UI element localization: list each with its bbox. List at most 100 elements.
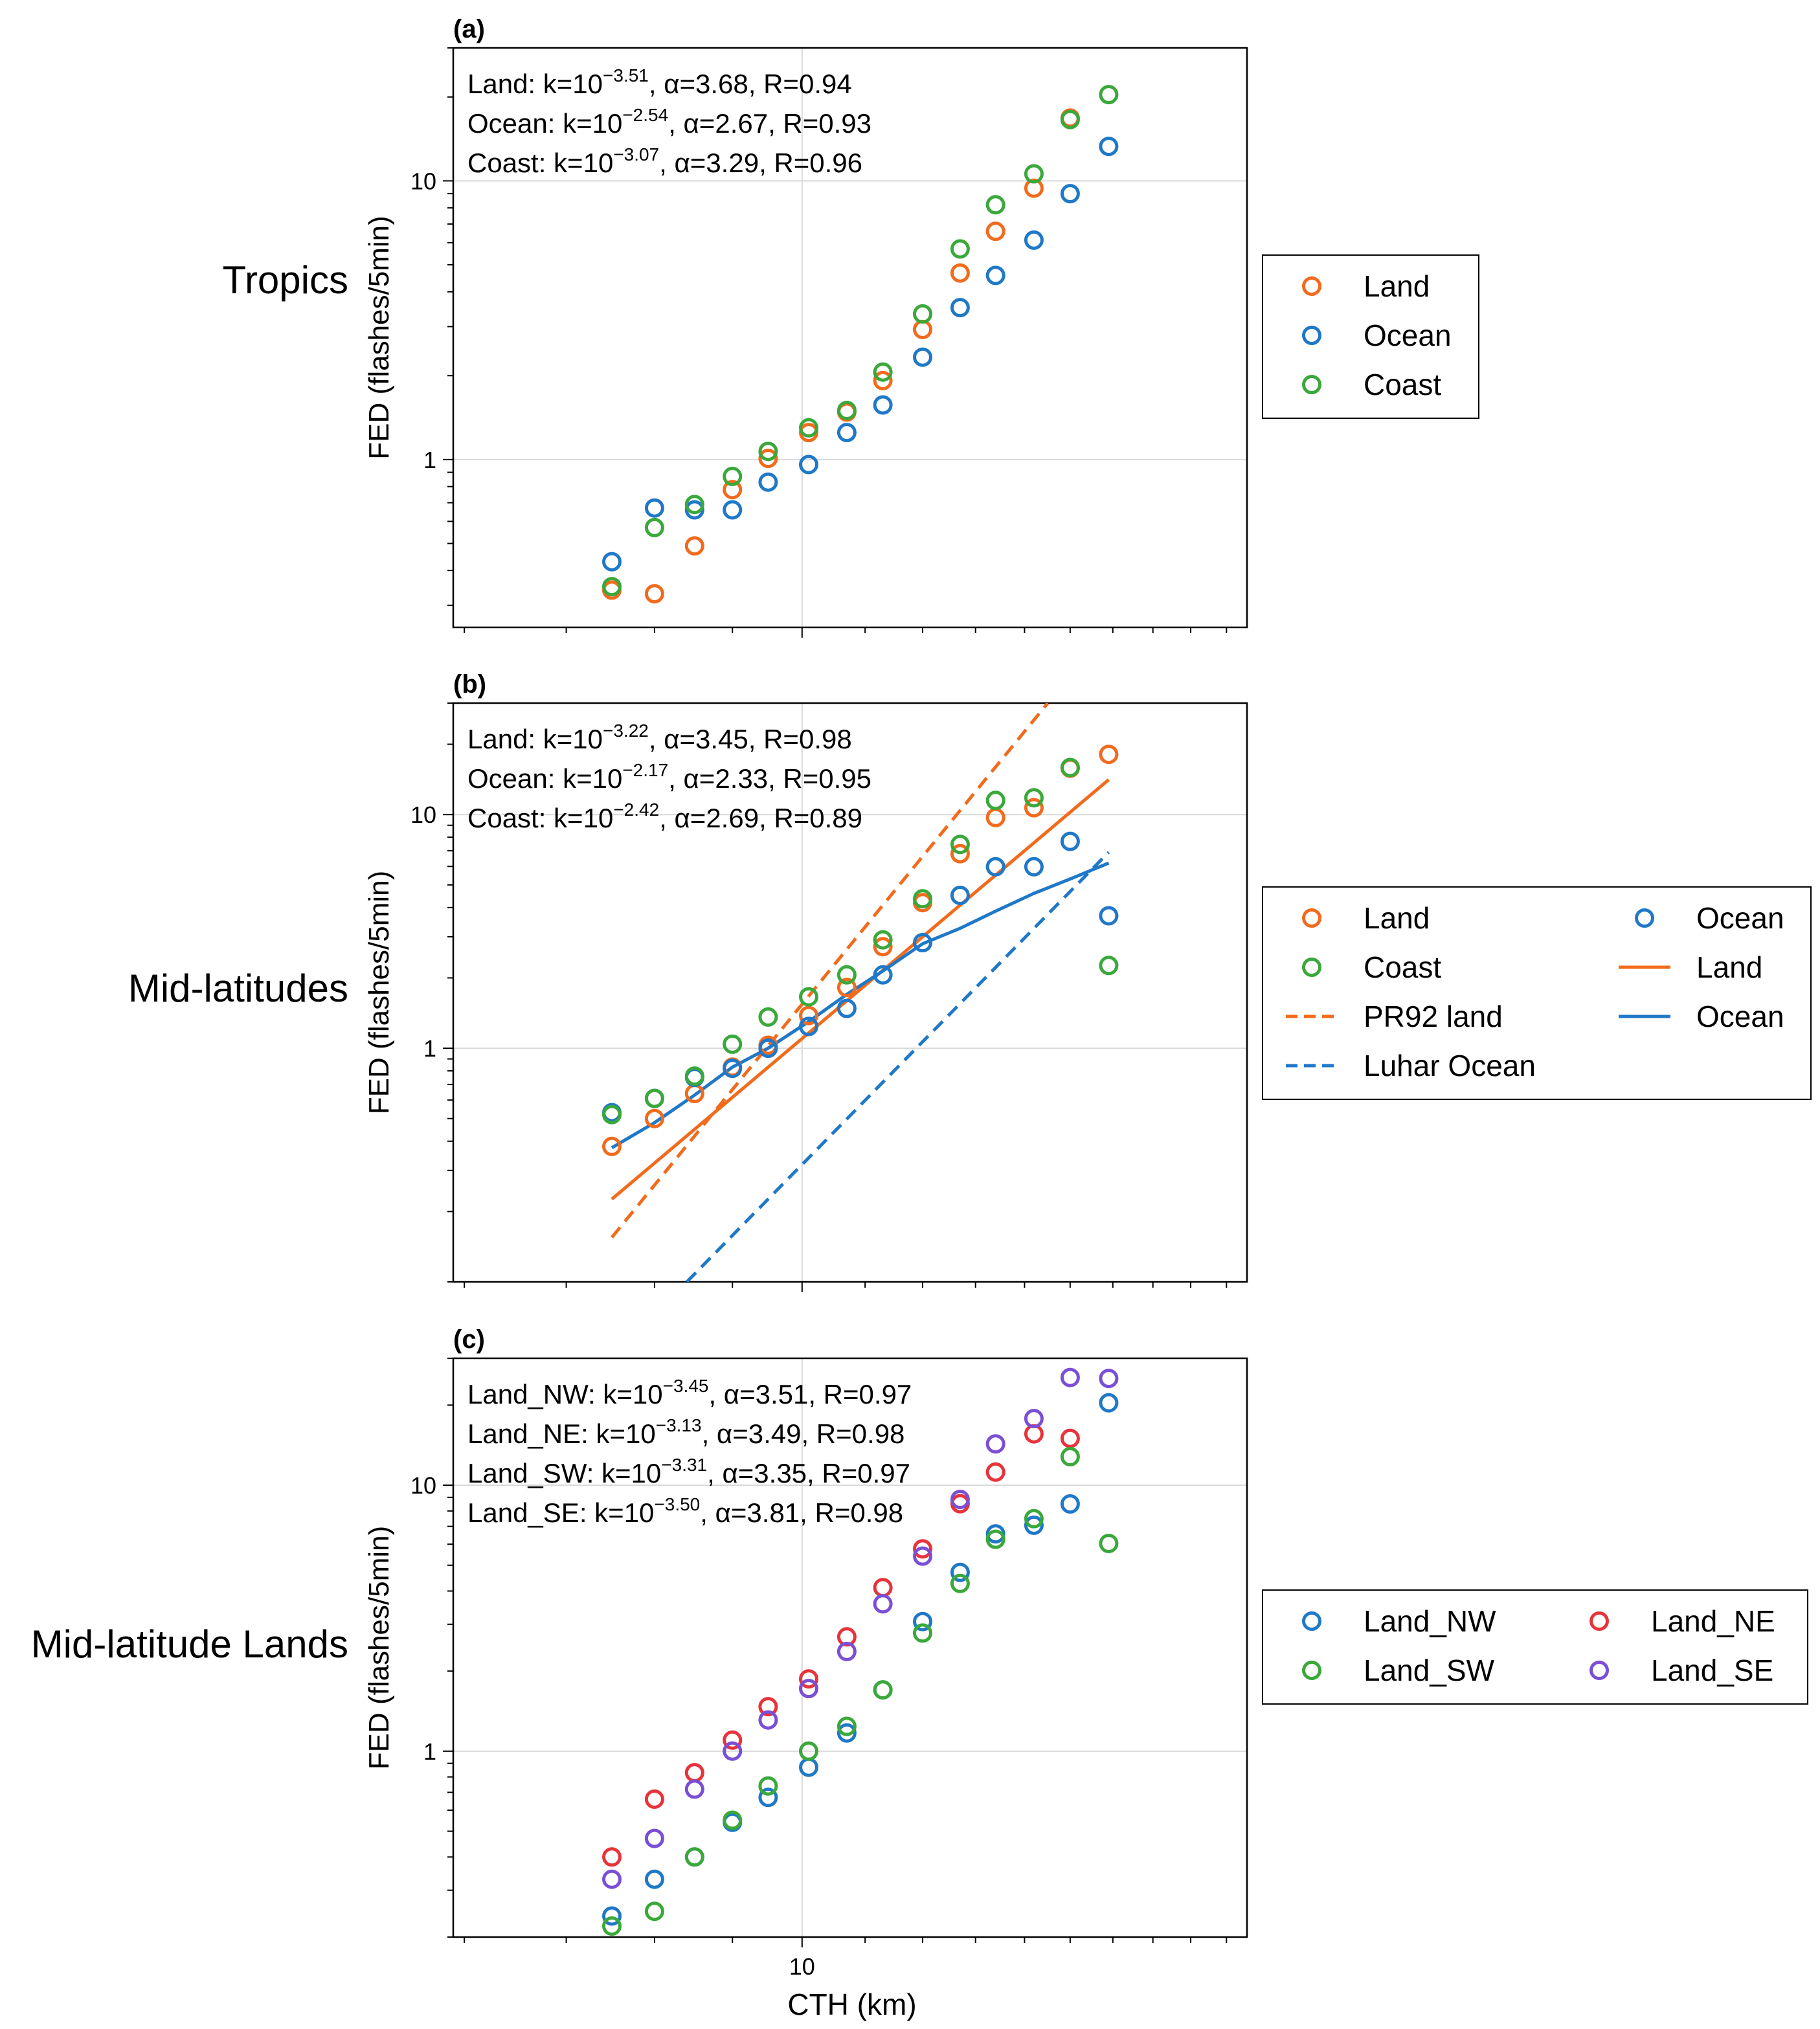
fit-annotation-exponent: −2.17 [622,760,668,780]
legend-marker [1302,276,1321,296]
data-point [913,1539,932,1559]
data-point [950,1490,970,1509]
fit-annotation-suffix: , α=3.35, R=0.97 [707,1458,910,1488]
data-point [873,362,893,382]
series-coast [602,757,1119,1125]
data-point [1024,788,1044,808]
data-point [873,965,893,985]
y-tick-label: 1 [423,447,436,473]
legend-marker [1302,908,1321,928]
data-point [950,239,970,259]
legend-label: Land_SW [1364,1653,1495,1687]
data-point [985,790,1005,811]
data-point [1060,184,1080,204]
data-point [799,1741,818,1761]
fit-annotation: Coast: k=10−3.07, α=3.29, R=0.96 [467,144,862,178]
fit-annotation-prefix: Coast: k=10 [467,148,613,178]
legend-label: Coast [1364,950,1441,984]
data-point [758,1710,778,1730]
data-point [644,1789,664,1809]
data-point [1099,745,1119,765]
data-point [873,395,893,415]
row-title: Tropics [223,258,348,302]
data-point [723,1034,743,1054]
data-point [873,370,893,390]
y-tick-label: 1 [423,1035,436,1062]
data-point [602,1906,622,1926]
fit-annotation-suffix: , α=3.51, R=0.97 [708,1379,912,1409]
data-point [799,1016,818,1037]
data-point [684,1779,704,1799]
legend-box [1262,886,1812,1100]
data-point [799,454,818,475]
fit-annotation-suffix: , α=3.68, R=0.94 [649,69,852,99]
data-point [644,1901,664,1922]
fit-annotation-suffix: , α=3.49, R=0.98 [702,1418,905,1449]
data-point [799,1679,818,1699]
panel-1: 1 10 (a) FED (flashes/5min) Tropics Land: k=1… [223,15,1479,638]
panel-label: (b) [453,670,486,699]
data-point [873,930,893,950]
y-axis-label: FED (flashes/5min) [363,1526,395,1770]
data-point [1099,956,1119,976]
data-point [950,835,970,855]
fit-annotation-prefix: Land: k=10 [467,69,603,99]
data-point [1060,1428,1080,1448]
row-title: Mid-latitude Lands [31,1622,348,1666]
fit-annotation-suffix: , α=3.81, R=0.98 [700,1497,903,1528]
data-point [913,1611,932,1631]
data-point [1024,798,1044,818]
axes-frame [452,47,1248,629]
legend-label: Land_NW [1364,1604,1496,1638]
fit-annotation-exponent: −3.13 [656,1415,702,1435]
data-point [837,978,857,998]
data-point [985,1462,1005,1482]
data-point [758,1038,778,1059]
data-point [1060,757,1080,778]
data-point [950,886,970,905]
data-point [1024,857,1044,877]
fit-annotation-suffix: , α=2.33, R=0.95 [668,763,871,794]
data-point [758,1776,778,1796]
legend-label: Ocean [1696,901,1784,935]
fit-annotation-prefix: Ocean: k=10 [467,108,622,139]
data-point [644,1828,664,1848]
fit-annotation-prefix: Land_SW: k=10 [467,1458,661,1488]
data-point [1024,230,1044,250]
data-point [1024,1409,1044,1429]
fit-annotation-suffix: , α=2.67, R=0.93 [668,108,871,139]
legend: Land Ocean Coast [1262,254,1479,419]
data-point [837,965,857,985]
fit-annotation-exponent: −3.50 [654,1494,700,1514]
fit-annotation: Land: k=10−3.22, α=3.45, R=0.98 [467,721,852,754]
row-title: Mid-latitudes [128,967,348,1010]
data-point [985,1524,1005,1544]
data-point [837,998,857,1018]
data-point [1024,1508,1044,1529]
data-point [1099,1369,1119,1389]
fit-annotation: Land_NE: k=10−3.13, α=3.49, R=0.98 [467,1415,904,1449]
data-point [723,1741,743,1761]
data-point [723,1810,743,1830]
data-point [684,495,704,515]
data-point [723,1059,743,1079]
data-point [602,1847,622,1867]
data-point [758,1007,778,1027]
legend-marker [1302,326,1321,345]
data-point [602,1916,622,1936]
fit-annotation: Land_NW: k=10−3.45, α=3.51, R=0.97 [467,1376,912,1409]
legend-marker [1302,1661,1321,1680]
data-point [1099,85,1119,105]
data-point [1099,906,1119,926]
legend-label: Land_NE [1651,1604,1775,1638]
data-point [1060,1447,1080,1466]
legend-box [1262,254,1479,419]
fit-annotation: Land: k=10−3.51, α=3.68, R=0.94 [467,65,852,99]
legend-marker [1590,1611,1609,1631]
data-point [1099,137,1119,157]
fit-annotation-prefix: Coast: k=10 [467,803,613,833]
data-point [950,263,970,283]
data-point [1060,1494,1080,1514]
fit-annotation-exponent: −3.22 [603,721,649,741]
data-point [913,1623,932,1643]
